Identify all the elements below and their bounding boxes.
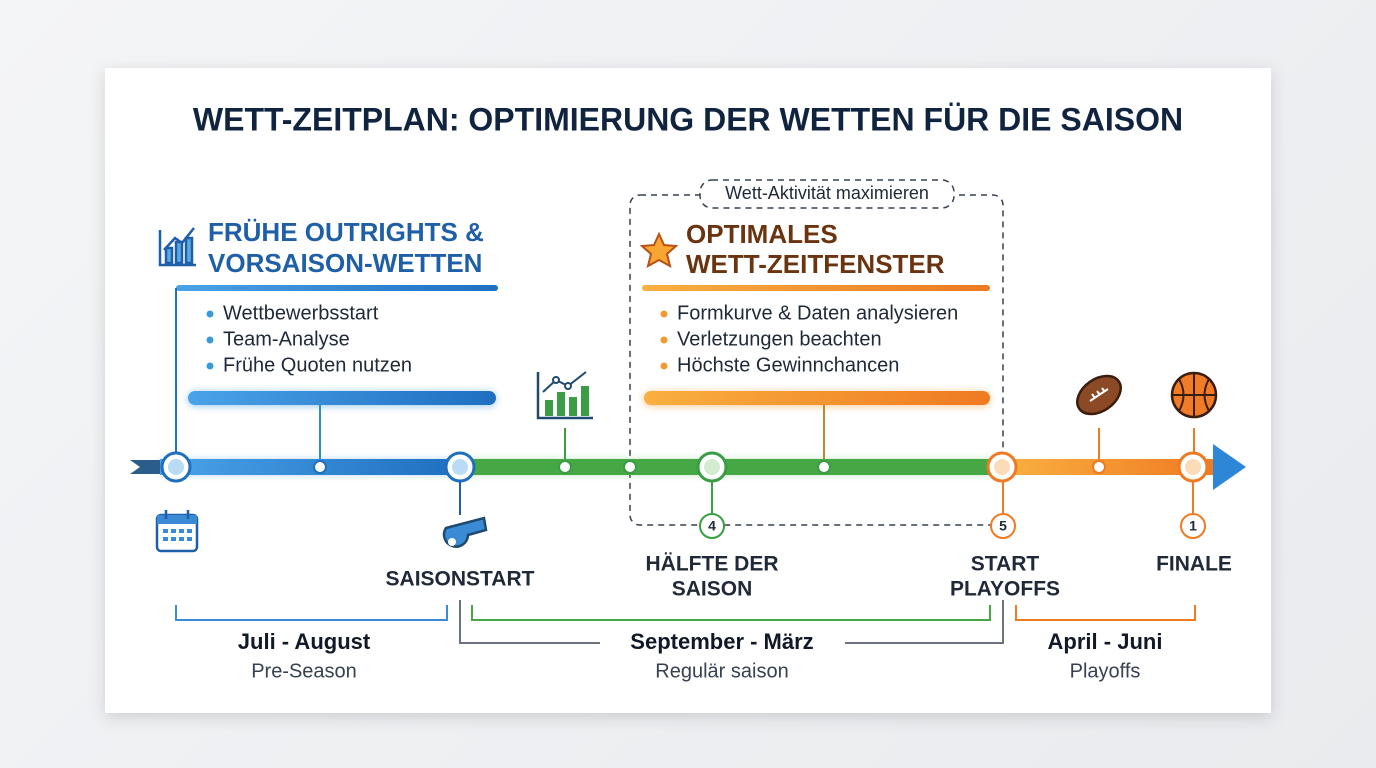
period-range: April - Juni — [1048, 629, 1163, 654]
period-name: Regulär saison — [655, 660, 788, 682]
bullet-text: Team-Analyse — [223, 328, 350, 350]
bullet-text: Formkurve & Daten analysieren — [677, 302, 958, 324]
football-icon — [1076, 374, 1122, 461]
milestone-label: HÄLFTE DER — [646, 553, 779, 576]
card — [105, 68, 1271, 713]
milestone-badge — [699, 513, 725, 539]
milestone-label: SAISONSTART — [386, 568, 535, 591]
milestone-number: 1 — [1189, 518, 1197, 534]
milestone-badge — [1180, 513, 1206, 539]
milestone-label: SAISON — [672, 578, 753, 601]
bullets — [660, 310, 668, 370]
badge — [699, 179, 955, 209]
timeline-segment — [1002, 459, 1215, 475]
period-range: September - März — [630, 629, 813, 654]
bullet-text: Höchste Gewinnchancen — [677, 354, 899, 376]
section-underline — [642, 285, 990, 291]
milestone-label: FINALE — [1156, 553, 1232, 576]
section-title: WETT-ZEITFENSTER — [686, 249, 945, 279]
period-bar — [188, 391, 496, 405]
star-icon — [639, 231, 679, 268]
section-title: FRÜHE OUTRIGHTS & — [208, 217, 484, 247]
period-bracket — [459, 600, 1004, 644]
growth-icon — [536, 371, 593, 462]
bullet-text: Verletzungen beachten — [677, 328, 882, 350]
timeline-arrow — [1213, 444, 1246, 490]
title: WETT-ZEITPLAN: OPTIMIERUNG DER WETTEN FÜ… — [193, 101, 1183, 137]
badge-text: Wett-Aktivität maximieren — [725, 183, 929, 203]
bullet-text: Frühe Quoten nutzen — [223, 354, 412, 376]
milestone-number: 5 — [999, 518, 1007, 534]
timeline-nodes — [160, 451, 1209, 483]
milestone-label: PLAYOFFS — [950, 578, 1060, 601]
chart-icon — [158, 227, 196, 267]
period-bar — [644, 391, 990, 405]
section-title: OPTIMALES — [686, 219, 838, 249]
timeline-segment — [460, 459, 1002, 475]
section-title: VORSAISON-WETTEN — [208, 248, 482, 278]
section-underline — [176, 285, 498, 291]
milestone-badge — [990, 513, 1016, 539]
period-name: Pre-Season — [251, 660, 357, 682]
bullet-text: Wettbewerbsstart — [223, 302, 379, 324]
whistle-icon — [442, 516, 488, 548]
period-range: Juli - August — [238, 629, 371, 654]
timeline-segment — [160, 459, 460, 475]
basketball-icon — [1170, 371, 1218, 453]
period-bracket — [471, 605, 991, 621]
period-name: Playoffs — [1070, 660, 1141, 682]
calendar-icon — [155, 510, 199, 553]
period-bracket — [1015, 605, 1196, 621]
timeline-tail — [130, 460, 160, 474]
milestone-label: START — [971, 553, 1040, 576]
milestone-number: 4 — [708, 518, 716, 534]
bullets — [206, 310, 214, 370]
period-bracket — [175, 605, 448, 621]
